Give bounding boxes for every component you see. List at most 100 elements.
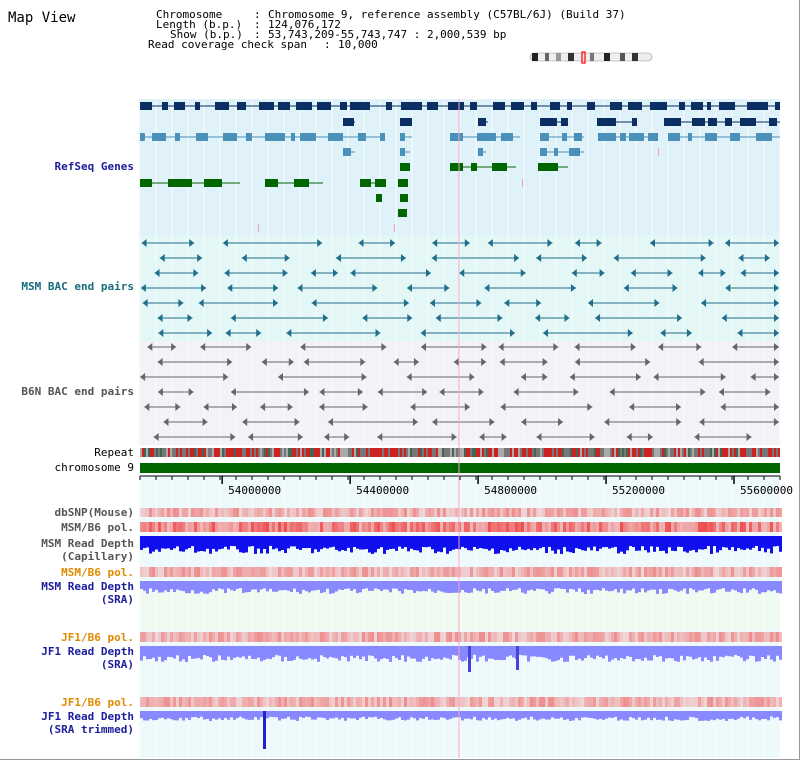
- repeat-mark: [622, 448, 624, 457]
- msm-depth-capillary-bar: [344, 536, 347, 551]
- msm-end: [774, 299, 779, 307]
- jf1-b6-pol-heat: [362, 632, 365, 642]
- jf1-b6-pol-heat: [368, 632, 371, 642]
- dbsnp-heat: [722, 508, 725, 517]
- msm-depth-sra-bar: [164, 581, 167, 591]
- jf1-depth-sra-bar: [206, 646, 209, 657]
- label-b6n-bac[interactable]: B6N BAC end pairs: [21, 385, 134, 398]
- jf1-depth-trimmed-bar: [380, 711, 383, 718]
- refseq-gene-exon: [450, 163, 463, 171]
- jf1-b6-pol-heat: [674, 632, 677, 642]
- msm-b6-pol-heat: [206, 522, 209, 532]
- jf1-b6-pol-heat: [779, 632, 782, 642]
- repeat-mark: [422, 448, 424, 457]
- refseq-gene-exon: [223, 133, 237, 141]
- refseq-gene-strand: [140, 133, 145, 141]
- msm-depth-sra-bar: [563, 581, 566, 589]
- b6n-bac-track[interactable]: [140, 343, 779, 441]
- jf1-depth-sra-bar: [425, 646, 428, 657]
- jf1-b6-pol-heat: [752, 632, 755, 642]
- msm-b6-pol-heat: [674, 522, 677, 532]
- msm-depth-capillary-bar: [323, 536, 326, 548]
- jf1-b6-pol2-heat: [302, 697, 305, 707]
- dbsnp-heat: [209, 508, 212, 517]
- position-axis: 54000000 54400000 54800000 55200000 55600000: [139, 475, 793, 497]
- refseq-gene-exon: [692, 118, 705, 126]
- refseq-gene-exon: [569, 148, 580, 156]
- jf1-b6-pol-heat: [758, 632, 761, 642]
- repeat-mark: [412, 448, 414, 457]
- dbsnp-heat: [656, 508, 659, 517]
- msm-depth-capillary-bar: [320, 536, 323, 550]
- jf1-b6-pol2-heat: [686, 697, 689, 707]
- repeat-mark: [362, 448, 364, 457]
- jf1-depth-sra-bar: [668, 646, 671, 658]
- b6n-end: [278, 373, 284, 381]
- msm-b6-pol-heat: [656, 522, 659, 532]
- msm-b6-pol-heat: [695, 522, 698, 532]
- jf1-b6-pol2-heat: [350, 697, 353, 707]
- msm-depth-capillary-bar: [758, 536, 761, 551]
- msm-b6-pol-heat: [749, 522, 752, 532]
- msm-depth-capillary-bar: [332, 536, 335, 547]
- msm-b6-pol2-heat: [179, 567, 182, 577]
- msm-b6-pol-heat: [338, 522, 341, 532]
- jf1-b6-pol-heat: [668, 632, 671, 642]
- jf1-depth-trimmed-bar: [392, 711, 395, 720]
- msm-depth-capillary-bar: [512, 536, 515, 551]
- jf1-b6-pol-heat: [146, 632, 149, 642]
- msm-depth-sra-bar: [173, 581, 176, 592]
- msm-b6-pol2-heat: [260, 567, 263, 577]
- jf1-depth-trimmed-bar: [623, 711, 626, 721]
- dbsnp-heat: [776, 508, 779, 517]
- jf1-depth-trimmed-bar: [470, 711, 473, 720]
- refseq-gene-exon: [246, 133, 252, 141]
- jf1-b6-pol2-heat: [677, 697, 680, 707]
- msm-b6-pol-heat: [743, 522, 746, 532]
- refseq-genes-track[interactable]: [140, 102, 780, 232]
- msm-b6-pol-heat: [332, 522, 335, 532]
- jf1-b6-pol2-heat: [284, 697, 287, 707]
- jf1-depth-trimmed-bar: [329, 711, 332, 719]
- jf1-depth-sra-bar: [185, 646, 188, 662]
- repeat-mark: [330, 448, 332, 457]
- chromosome-ideogram[interactable]: [529, 51, 653, 64]
- repeat-mark: [452, 448, 454, 457]
- repeat-mark: [268, 448, 270, 457]
- msm-b6-pol-heat: [539, 522, 542, 532]
- msm-b6-pol-heat: [662, 522, 665, 532]
- msm-bac-track[interactable]: [140, 239, 779, 337]
- dbsnp-heat: [245, 508, 248, 517]
- msm-b6-pol2-heat: [164, 567, 167, 577]
- b6n-end: [200, 343, 206, 351]
- jf1-depth-trimmed-bar: [713, 711, 716, 721]
- label-refseq-genes[interactable]: RefSeq Genes: [54, 160, 134, 173]
- jf1-b6-pol2-heat: [602, 697, 605, 707]
- msm-b6-pol-heat: [140, 522, 143, 532]
- repeat-mark: [336, 448, 338, 457]
- msm-depth-capillary-bar: [155, 536, 158, 550]
- repeat-mark: [626, 448, 628, 457]
- msm-depth-sra-bar: [671, 581, 674, 590]
- dbsnp-heat: [701, 508, 704, 517]
- jf1-depth-trimmed-bar: [455, 711, 458, 718]
- msm-b6-pol-heat: [371, 522, 374, 532]
- refseq-gene-exon: [554, 148, 558, 156]
- b6n-end: [360, 358, 366, 366]
- dbsnp-heat: [605, 508, 608, 517]
- repeat-mark: [296, 448, 298, 457]
- label-msm-bac[interactable]: MSM BAC end pairs: [21, 280, 134, 293]
- msm-b6-pol2-heat: [314, 567, 317, 577]
- msm-depth-capillary-bar: [614, 536, 617, 547]
- refseq-gene-exon: [756, 133, 772, 141]
- msm-depth-capillary-bar: [551, 536, 554, 551]
- msm-depth-capillary-bar: [350, 536, 353, 553]
- dbsnp-heat: [434, 508, 437, 517]
- msm-depth-sra-bar: [275, 581, 278, 592]
- dbsnp-heat: [149, 508, 152, 517]
- b6n-end: [406, 373, 412, 381]
- repeat-mark: [510, 448, 512, 457]
- msm-b6-pol2-heat: [149, 567, 152, 577]
- msm-depth-capillary-bar: [689, 536, 692, 551]
- jf1-depth-trimmed-bar: [323, 711, 326, 719]
